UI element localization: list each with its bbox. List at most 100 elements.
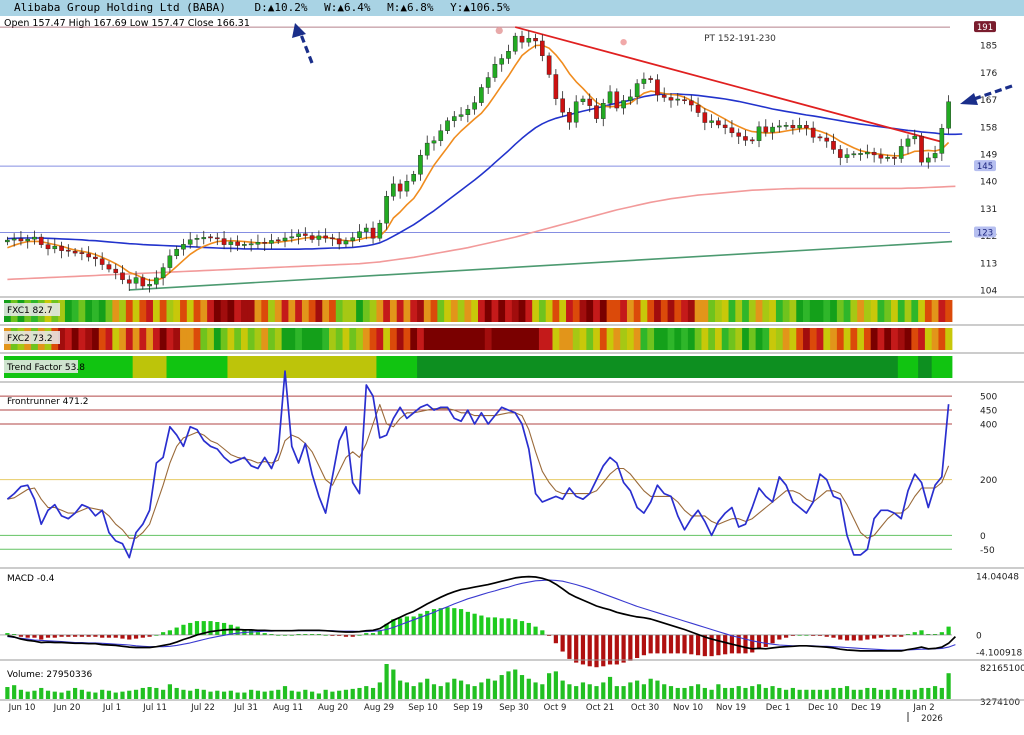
heat-cell xyxy=(471,328,479,350)
x-tick-label: Dec 10 xyxy=(808,703,838,713)
macd-histogram-bar xyxy=(709,634,714,657)
heat-cell xyxy=(207,300,215,322)
candle-body xyxy=(303,233,308,236)
candle-body xyxy=(770,126,775,133)
volume-bar xyxy=(912,689,917,699)
volume-bar xyxy=(770,686,775,699)
volume-bar xyxy=(452,678,457,699)
heat-cell xyxy=(227,300,235,322)
trend-factor-segment xyxy=(166,356,228,378)
candle-body xyxy=(52,245,58,250)
volume-bar xyxy=(303,689,308,699)
macd-histogram-bar xyxy=(811,634,816,636)
macd-histogram-bar xyxy=(255,632,261,635)
volume-bar xyxy=(824,689,829,699)
candle-body xyxy=(790,125,796,129)
volume-bar xyxy=(100,689,105,699)
volume-bar xyxy=(5,687,10,699)
candle-body xyxy=(330,237,335,240)
heat-cell xyxy=(484,300,492,322)
macd-histogram-bar xyxy=(52,634,57,638)
volume-bar xyxy=(811,689,816,699)
heat-cell xyxy=(430,328,438,350)
candle-body xyxy=(275,239,281,242)
candle-body xyxy=(702,112,708,123)
heat-cell xyxy=(491,328,499,350)
volume-bar xyxy=(513,669,518,699)
heat-cell xyxy=(308,300,316,322)
macd-tick-label: 0 xyxy=(976,631,982,641)
candle-body xyxy=(722,124,728,128)
frontrunner-slow-line xyxy=(7,403,950,539)
ma-mid-line xyxy=(7,93,963,250)
heat-cell xyxy=(342,300,350,322)
heat-cell xyxy=(613,300,621,322)
candle-body xyxy=(201,237,207,240)
volume-bar xyxy=(215,690,220,699)
heat-cell xyxy=(640,300,648,322)
heat-cell xyxy=(247,300,255,322)
candle-body xyxy=(167,255,173,268)
trend-factor-segment xyxy=(227,356,377,378)
candle-body xyxy=(384,196,389,224)
candle-body xyxy=(540,40,545,56)
x-tick-label: Jul 22 xyxy=(190,703,215,713)
heat-cell xyxy=(518,328,526,350)
volume-bar xyxy=(364,686,369,699)
macd-histogram-bar xyxy=(472,613,477,635)
volume-bar xyxy=(628,682,633,699)
macd-histogram-bar xyxy=(161,632,166,635)
macd-histogram-bar xyxy=(905,634,911,635)
volume-bar xyxy=(899,689,904,699)
candle-body xyxy=(187,239,193,245)
heat-label-box xyxy=(4,331,60,344)
heat-cell xyxy=(924,328,933,350)
x-tick-label: Nov 19 xyxy=(716,703,746,713)
candle-body xyxy=(221,238,227,245)
candle-body xyxy=(905,138,911,147)
macd-histogram-bar xyxy=(831,634,836,638)
candle-body xyxy=(898,146,904,159)
heat-cell xyxy=(809,328,817,350)
volume-bar xyxy=(181,689,186,699)
heat-cell xyxy=(559,328,567,350)
heat-cell xyxy=(220,300,228,322)
volume-bar xyxy=(249,689,254,699)
x-tick-label: Oct 30 xyxy=(631,703,659,713)
candle-body xyxy=(946,101,951,129)
macd-histogram-bar xyxy=(45,634,51,638)
macd-histogram-bar xyxy=(5,633,10,635)
candle-body xyxy=(797,125,802,129)
heat-cell xyxy=(742,328,750,350)
heat-cell xyxy=(532,300,540,322)
x-tick-label: Oct 21 xyxy=(586,703,614,713)
heat-cell xyxy=(924,300,933,322)
heat-cell xyxy=(836,328,845,350)
volume-bar xyxy=(872,687,877,699)
trend-factor-segment xyxy=(897,356,919,378)
macd-histogram-bar xyxy=(790,634,795,636)
candle-body xyxy=(546,55,552,75)
heat-cell xyxy=(159,300,167,322)
candle-body xyxy=(614,91,620,109)
macd-histogram-bar xyxy=(939,632,944,635)
volume-bar xyxy=(221,691,227,699)
volume-bar xyxy=(932,686,938,699)
heat-cell xyxy=(863,328,872,350)
candle-body xyxy=(120,272,125,280)
candle-body xyxy=(831,141,836,150)
heat-cell xyxy=(687,328,696,350)
heat-cell xyxy=(241,328,249,350)
macd-histogram-bar xyxy=(113,634,118,638)
price-tick-label: 176 xyxy=(980,69,997,79)
heat-cell xyxy=(274,300,283,322)
frontrunner-tick-label: 400 xyxy=(980,420,997,430)
heat-cell xyxy=(626,328,635,350)
candle-body xyxy=(106,264,112,270)
candle-body xyxy=(749,139,755,142)
volume-bar xyxy=(540,684,545,699)
volume-bar xyxy=(750,686,755,699)
heat-cell xyxy=(877,328,885,350)
heat-cell xyxy=(301,328,310,350)
